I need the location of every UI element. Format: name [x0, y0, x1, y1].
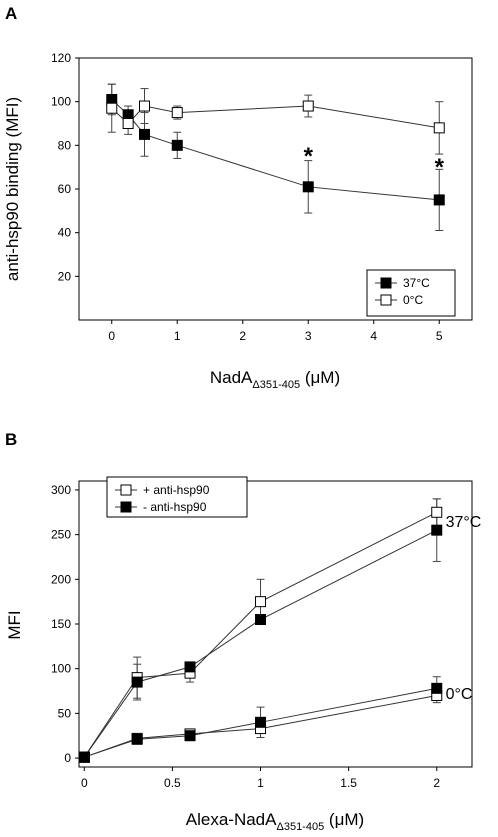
x-axis-label-subscript: Δ351-405 — [276, 821, 324, 833]
data-point-filled — [431, 682, 443, 694]
data-point-filled — [78, 751, 90, 763]
x-tick-label: 0.5 — [164, 776, 181, 790]
data-point-filled — [139, 128, 150, 140]
legend-marker-open — [380, 294, 392, 306]
y-tick-label: 20 — [58, 269, 72, 283]
data-point-filled — [184, 661, 196, 673]
series-line — [111, 99, 440, 201]
x-tick-label: 4 — [370, 329, 377, 343]
x-axis-label-unit: (μM) — [300, 368, 340, 387]
x-tick-label: 0 — [108, 329, 115, 343]
chart-panel-b: 0 50 100 150 200 250 300 0 0.5 1 1.5 2 MFI Alexa-NadA… — [5, 476, 482, 833]
significance-star: * — [435, 154, 445, 181]
data-point-open — [122, 118, 134, 129]
legend-label: - anti-hsp90 — [143, 500, 207, 514]
y-tick-label: 80 — [58, 138, 72, 152]
x-tick-label: 3 — [305, 329, 312, 343]
y-tick-label: 120 — [51, 51, 71, 65]
y-tick-label: 250 — [51, 528, 71, 542]
y-axis-label: MFI — [5, 610, 24, 639]
series-line — [111, 105, 440, 129]
data-point-open — [255, 596, 267, 608]
data-point-open — [106, 102, 118, 114]
y-tick-label: 150 — [51, 617, 71, 631]
x-axis-label-unit: (μM) — [324, 810, 364, 829]
significance-star: * — [304, 143, 314, 170]
data-point-open — [431, 506, 443, 518]
panel-label-b: B — [5, 430, 17, 449]
x-tick-label: 1 — [257, 776, 264, 790]
panel-label-a: A — [5, 4, 17, 23]
y-tick-label: 300 — [51, 483, 71, 497]
data-point-filled — [171, 139, 183, 151]
y-tick-label: 100 — [51, 662, 71, 676]
x-tick-label: 5 — [436, 329, 443, 343]
x-axis-label-main: NadA — [210, 368, 253, 387]
x-axis-label: Alexa-NadAΔ351-405 (μM) — [186, 810, 364, 833]
group-annotation: 37°C — [446, 514, 482, 531]
y-tick-label: 40 — [58, 226, 72, 240]
data-point-filled — [431, 524, 443, 536]
data-point-filled — [433, 194, 445, 206]
y-tick-label: 0 — [64, 751, 71, 765]
data-point-open — [433, 122, 445, 134]
data-point-filled — [255, 716, 267, 728]
group-annotation: 0°C — [446, 686, 473, 703]
y-tick-label: 60 — [58, 182, 72, 196]
data-point-filled — [131, 676, 143, 688]
y-tick-label: 200 — [51, 572, 71, 586]
x-tick-label: 1 — [174, 329, 181, 343]
y-axis-label: anti-hsp90 binding (MFI) — [3, 97, 22, 281]
y-tick-label: 100 — [51, 95, 71, 109]
legend-marker-filled — [380, 277, 392, 289]
x-tick-label: 0 — [81, 776, 88, 790]
data-point-filled — [184, 730, 196, 742]
legend-label: 37°C — [403, 276, 430, 290]
x-axis-label-main: Alexa-NadA — [186, 810, 277, 829]
legend-marker-filled — [120, 501, 132, 513]
data-point-filled — [255, 614, 267, 626]
x-tick-label: 2 — [433, 776, 440, 790]
data-point-filled — [131, 733, 143, 745]
x-axis-label: NadAΔ351-405 (μM) — [210, 368, 340, 391]
data-point-filled — [302, 181, 314, 193]
data-point-open — [171, 107, 183, 119]
legend-label: 0°C — [403, 293, 423, 307]
legend-marker-open — [120, 484, 132, 496]
data-point-open — [302, 100, 314, 112]
x-tick-label: 2 — [239, 329, 246, 343]
y-tick-label: 50 — [58, 706, 72, 720]
chart-panel-a: 20 40 60 80 100 120 0 1 2 3 4 5 anti-hsp90 binding (… — [3, 51, 473, 391]
data-point-open — [139, 100, 150, 112]
x-tick-label: 1.5 — [340, 776, 357, 790]
x-axis-label-subscript: Δ351-405 — [252, 379, 300, 391]
legend-label: + anti-hsp90 — [143, 483, 210, 497]
